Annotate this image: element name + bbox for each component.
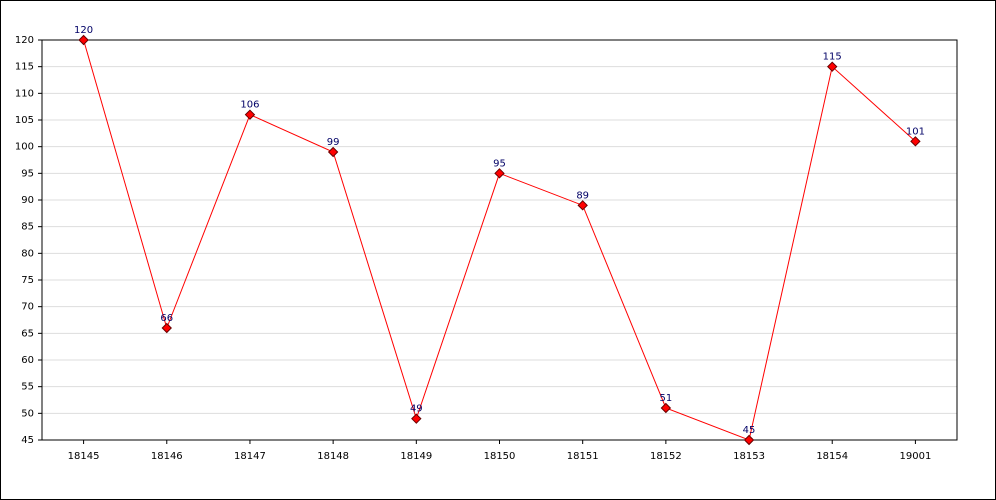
y-tick-label: 105 (15, 115, 34, 126)
data-point (910, 136, 921, 147)
y-tick-label: 80 (21, 248, 34, 259)
data-label: 115 (823, 52, 842, 63)
x-tick-label: 19001 (900, 451, 932, 462)
x-tick-label: 18149 (400, 451, 432, 462)
y-tick-label: 45 (21, 435, 34, 446)
y-tick-label: 120 (15, 35, 34, 46)
data-point (577, 200, 588, 211)
x-tick-label: 18151 (567, 451, 599, 462)
y-tick-label: 115 (15, 62, 34, 73)
y-tick-label: 85 (21, 222, 34, 233)
data-label: 51 (659, 393, 672, 404)
data-point (660, 402, 672, 414)
y-tick-label: 55 (21, 382, 34, 393)
y-tick-label: 100 (15, 142, 34, 153)
data-point (494, 168, 505, 179)
data-point (161, 322, 172, 334)
x-tick-label: 18148 (317, 451, 349, 462)
data-label: 66 (160, 313, 173, 324)
y-tick-label: 60 (21, 355, 34, 366)
data-point (244, 109, 256, 120)
data-point (411, 413, 422, 424)
y-tick-label: 65 (21, 328, 34, 339)
x-tick-label: 18154 (816, 451, 848, 462)
x-tick-label: 18150 (484, 451, 516, 462)
x-tick-label: 18146 (151, 451, 183, 462)
x-tick-label: 18147 (234, 451, 266, 462)
data-point (78, 34, 89, 46)
data-label: 49 (410, 404, 423, 415)
data-label: 99 (327, 137, 340, 148)
y-tick-label: 110 (15, 88, 34, 99)
data-point (827, 61, 838, 72)
x-tick-label: 18153 (733, 451, 765, 462)
data-label: 95 (493, 158, 506, 169)
data-label: 106 (240, 100, 259, 111)
data-label: 101 (906, 126, 925, 137)
x-tick-label: 18152 (650, 451, 682, 462)
plot-area (42, 40, 957, 440)
data-point (743, 434, 755, 446)
y-tick-label: 70 (21, 302, 34, 313)
y-tick-label: 90 (21, 195, 34, 206)
y-tick-label: 95 (21, 168, 34, 179)
data-label: 45 (743, 425, 756, 436)
data-point (327, 146, 339, 158)
data-label: 89 (576, 190, 589, 201)
y-tick-label: 75 (21, 275, 34, 286)
x-tick-label: 18145 (68, 451, 100, 462)
y-tick-label: 50 (21, 408, 34, 419)
data-label: 120 (74, 25, 93, 36)
